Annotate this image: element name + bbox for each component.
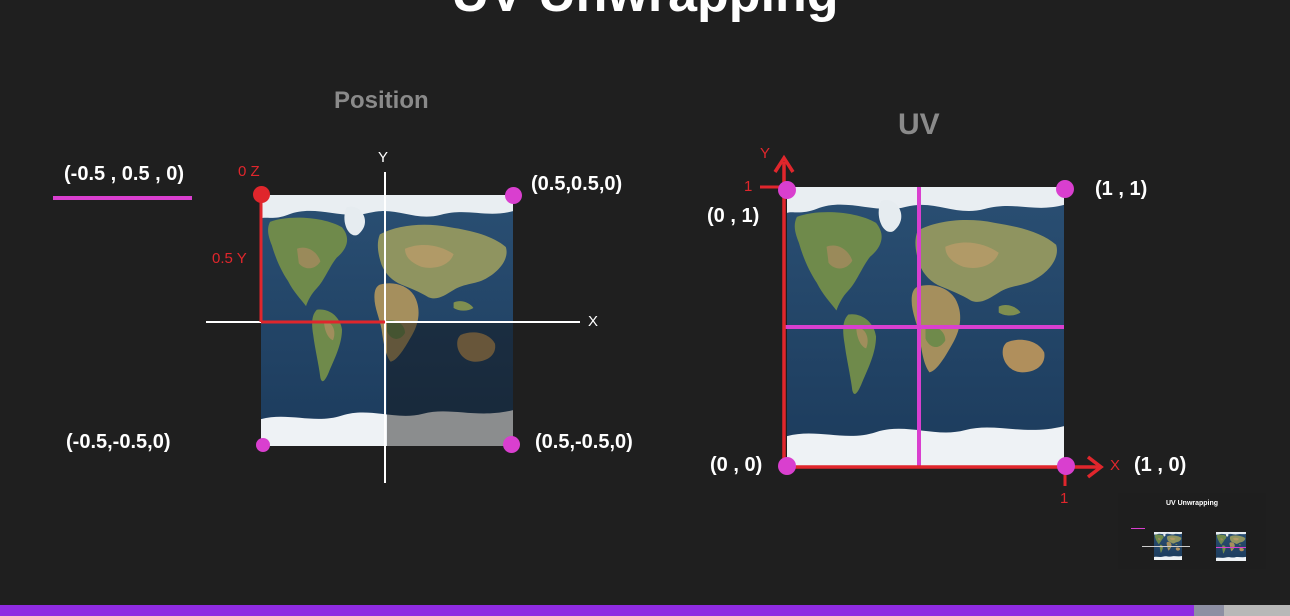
uv-heading: UV [898, 108, 940, 141]
position-bottom-left-coord: (-0.5,-0.5,0) [66, 431, 171, 453]
uv-top-left-dot [778, 181, 796, 199]
uv-bottom-right-coord: (1 , 0) [1134, 454, 1187, 476]
uv-axis-x-label: X [1110, 457, 1121, 474]
slide-thumbnail[interactable]: UV Unwrapping [1118, 493, 1266, 569]
progress-bar [0, 605, 1290, 616]
thumbnail-uv-grid-line [1216, 547, 1246, 548]
uv-y-arrowhead [773, 154, 795, 173]
uv-bottom-left-coord: (0 , 0) [710, 454, 763, 476]
thumbnail-title: UV Unwrapping [1165, 500, 1219, 507]
legend-underline [53, 196, 192, 200]
position-world-map [261, 195, 513, 446]
slide-title: UV Unwrapping [0, 0, 1290, 24]
position-z-label: 0 Z [238, 163, 260, 180]
position-y-value-label: 0.5 Y [212, 250, 247, 267]
position-top-left-dot [253, 186, 270, 203]
uv-x-arrowhead [1086, 455, 1104, 479]
position-axis-y-label: Y [378, 149, 389, 166]
position-axis-x-label: X [588, 313, 599, 330]
position-heading: Position [334, 87, 429, 114]
uv-top-left-coord: (0 , 1) [707, 205, 760, 227]
position-bottom-left-dot [256, 438, 270, 452]
progress-bar-segment [1194, 605, 1224, 616]
uv-bottom-right-dot [1057, 457, 1075, 475]
position-top-right-dot [505, 187, 522, 204]
thumbnail-legend-line [1131, 528, 1145, 529]
position-bottom-right-coord: (0.5,-0.5,0) [535, 431, 633, 453]
position-bottom-right-dot [503, 436, 520, 453]
uv-y-tick-label: 1 [744, 178, 753, 195]
legend-coord-label: (-0.5 , 0.5 , 0) [64, 163, 185, 185]
position-top-right-coord: (0.5,0.5,0) [531, 173, 623, 195]
progress-bar-end [1224, 605, 1290, 616]
uv-axis-y-label: Y [760, 145, 771, 162]
uv-bottom-left-dot [778, 457, 796, 475]
position-shaded-quadrant [387, 321, 513, 446]
uv-x-tick-label: 1 [1060, 490, 1069, 507]
uv-top-right-coord: (1 , 1) [1095, 178, 1148, 200]
thumbnail-position-x-axis [1142, 546, 1190, 547]
uv-top-right-dot [1056, 180, 1074, 198]
